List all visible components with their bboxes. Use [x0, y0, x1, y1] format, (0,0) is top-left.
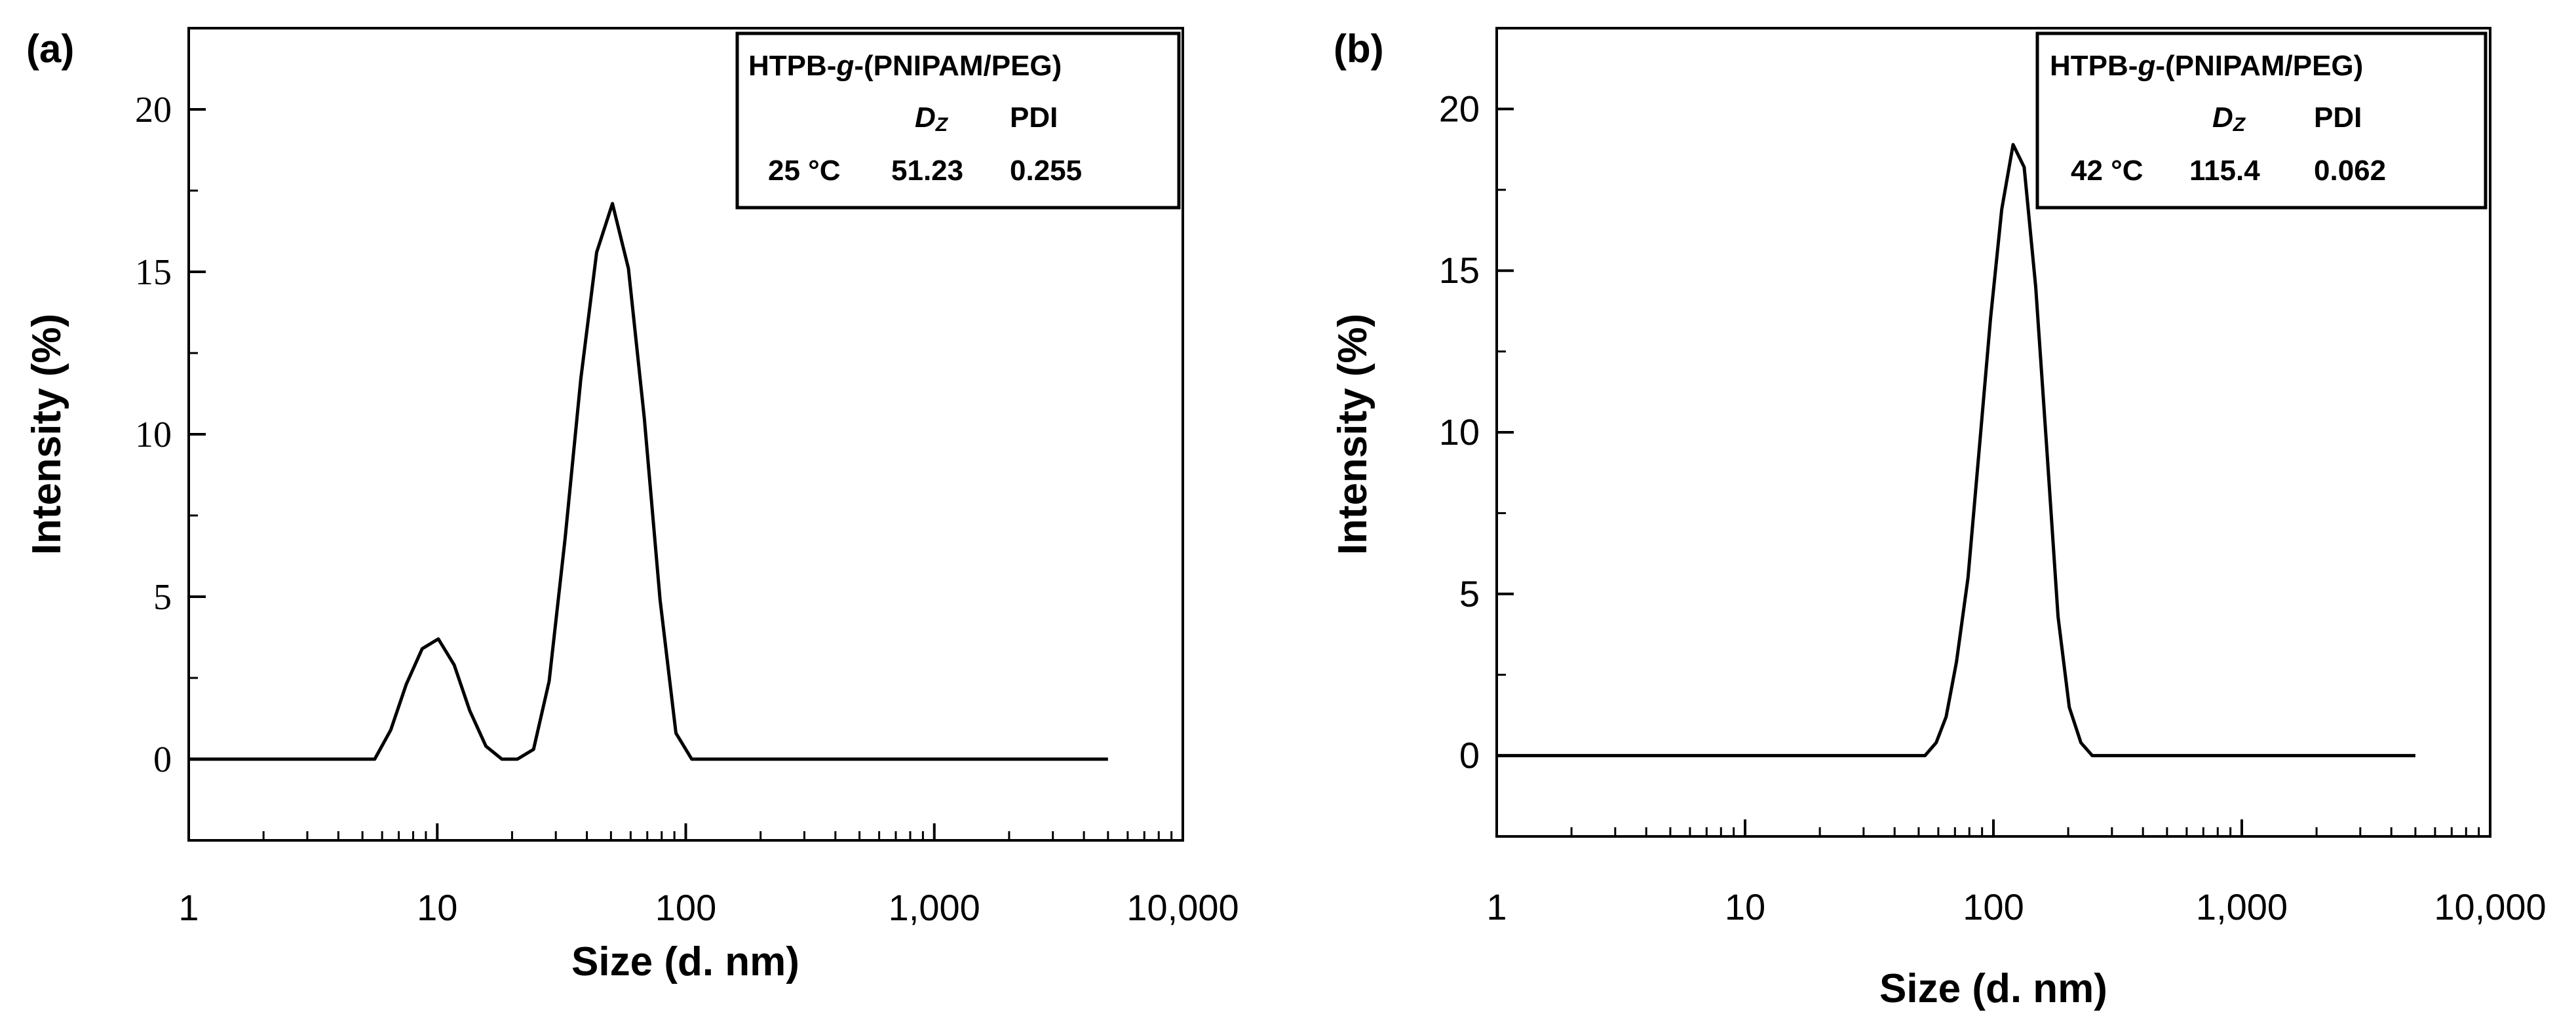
- ticks-b: [1495, 107, 2491, 836]
- series-line-b: [1497, 143, 2415, 758]
- x-tick-label: 1,000: [889, 887, 980, 928]
- minor-ticks-b: [1497, 189, 2480, 836]
- legend-box-a: [735, 31, 1181, 210]
- legend-title-b: HTPB-g-(PNIPAM/PEG): [2050, 50, 2363, 82]
- panel-a: (a) 1 10 100 1,000 10,000 0 5 10 15 20 Size (d. n…: [24, 27, 1239, 984]
- legend-dz-header-a: DZ: [915, 102, 949, 136]
- ticks-a: [187, 108, 1184, 840]
- x-tick-label: 10,000: [2434, 886, 2546, 927]
- tick-labels-b: 1 10 100 1,000 10,000 0 5 10 15 20: [1439, 88, 2547, 927]
- x-tick-label: 100: [1963, 886, 2024, 927]
- legend-b: HTPB-g-(PNIPAM/PEG) DZ PDI 42 °C 115.4 0…: [2035, 31, 2488, 210]
- legend-pdi-header-b: PDI: [2314, 102, 2362, 134]
- x-tick-label: 10,000: [1126, 887, 1239, 928]
- legend-pdi-value-b: 0.062: [2314, 155, 2386, 187]
- y-tick-label: 10: [1439, 411, 1480, 453]
- x-tick-label: 10: [417, 887, 457, 928]
- x-tick-label: 10: [1725, 886, 1765, 927]
- y-tick-label: 0: [1459, 735, 1480, 776]
- tick-labels-a: 1 10 100 1,000 10,000 0 5 10 15 20: [135, 90, 1239, 928]
- y-tick-label: 5: [1459, 573, 1480, 614]
- legend-temp-a: 25 °C: [768, 155, 841, 187]
- y-tick-label: 5: [153, 577, 172, 618]
- x-tick-label: 100: [655, 887, 716, 928]
- y-tick-label: 20: [1439, 88, 1480, 129]
- y-tick-label: 10: [135, 415, 172, 455]
- y-tick-label: 20: [135, 90, 172, 130]
- y-tick-label: 15: [1439, 250, 1480, 291]
- series-line-a: [189, 202, 1108, 761]
- x-axis-title-b: Size (d. nm): [1879, 966, 2107, 1011]
- legend-dz-header-b: DZ: [2212, 102, 2246, 136]
- legend-dz-value-b: 115.4: [2189, 155, 2260, 187]
- panel-label-b: (b): [1334, 27, 1384, 71]
- x-tick-label: 1: [1486, 886, 1507, 927]
- legend-pdi-header-a: PDI: [1010, 102, 1058, 134]
- legend-pdi-value-a: 0.255: [1010, 155, 1082, 187]
- legend-title-a: HTPB-g-(PNIPAM/PEG): [748, 50, 1062, 82]
- legend-temp-b: 42 °C: [2071, 155, 2143, 187]
- legend-box-b: [2035, 31, 2488, 210]
- legend-dz-value-a: 51.23: [891, 155, 963, 187]
- y-tick-label: 15: [135, 252, 172, 293]
- panel-label-a: (a): [26, 27, 74, 71]
- y-tick-label: 0: [153, 739, 172, 780]
- panel-b: (b) 1 10 100 1,000 10,000 0 5 10 15 20 Size (d. n…: [1330, 27, 2547, 1011]
- x-tick-label: 1: [178, 887, 199, 928]
- x-axis-title-a: Size (d. nm): [571, 939, 799, 984]
- y-axis-title-a: Intensity (%): [24, 314, 69, 555]
- x-tick-label: 1,000: [2196, 886, 2288, 927]
- y-axis-title-b: Intensity (%): [1330, 314, 1375, 555]
- legend-a: HTPB-g-(PNIPAM/PEG) DZ PDI 25 °C 51.23 0…: [735, 31, 1181, 210]
- minor-ticks-a: [189, 189, 1173, 840]
